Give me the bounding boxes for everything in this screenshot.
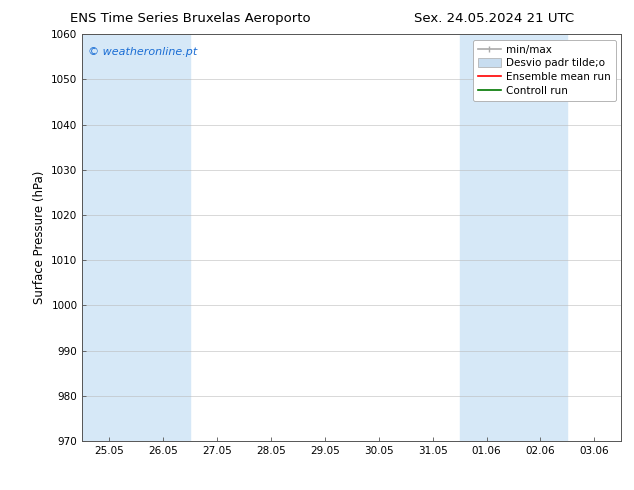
Bar (82, 34, 190, 441)
Text: ENS Time Series Bruxelas Aeroporto: ENS Time Series Bruxelas Aeroporto (70, 12, 311, 25)
Legend: min/max, Desvio padr tilde;o, Ensemble mean run, Controll run: min/max, Desvio padr tilde;o, Ensemble m… (473, 40, 616, 101)
Text: © weatheronline.pt: © weatheronline.pt (87, 47, 197, 56)
Text: Sex. 24.05.2024 21 UTC: Sex. 24.05.2024 21 UTC (415, 12, 574, 25)
Y-axis label: Surface Pressure (hPa): Surface Pressure (hPa) (33, 171, 46, 304)
Bar (460, 34, 567, 441)
